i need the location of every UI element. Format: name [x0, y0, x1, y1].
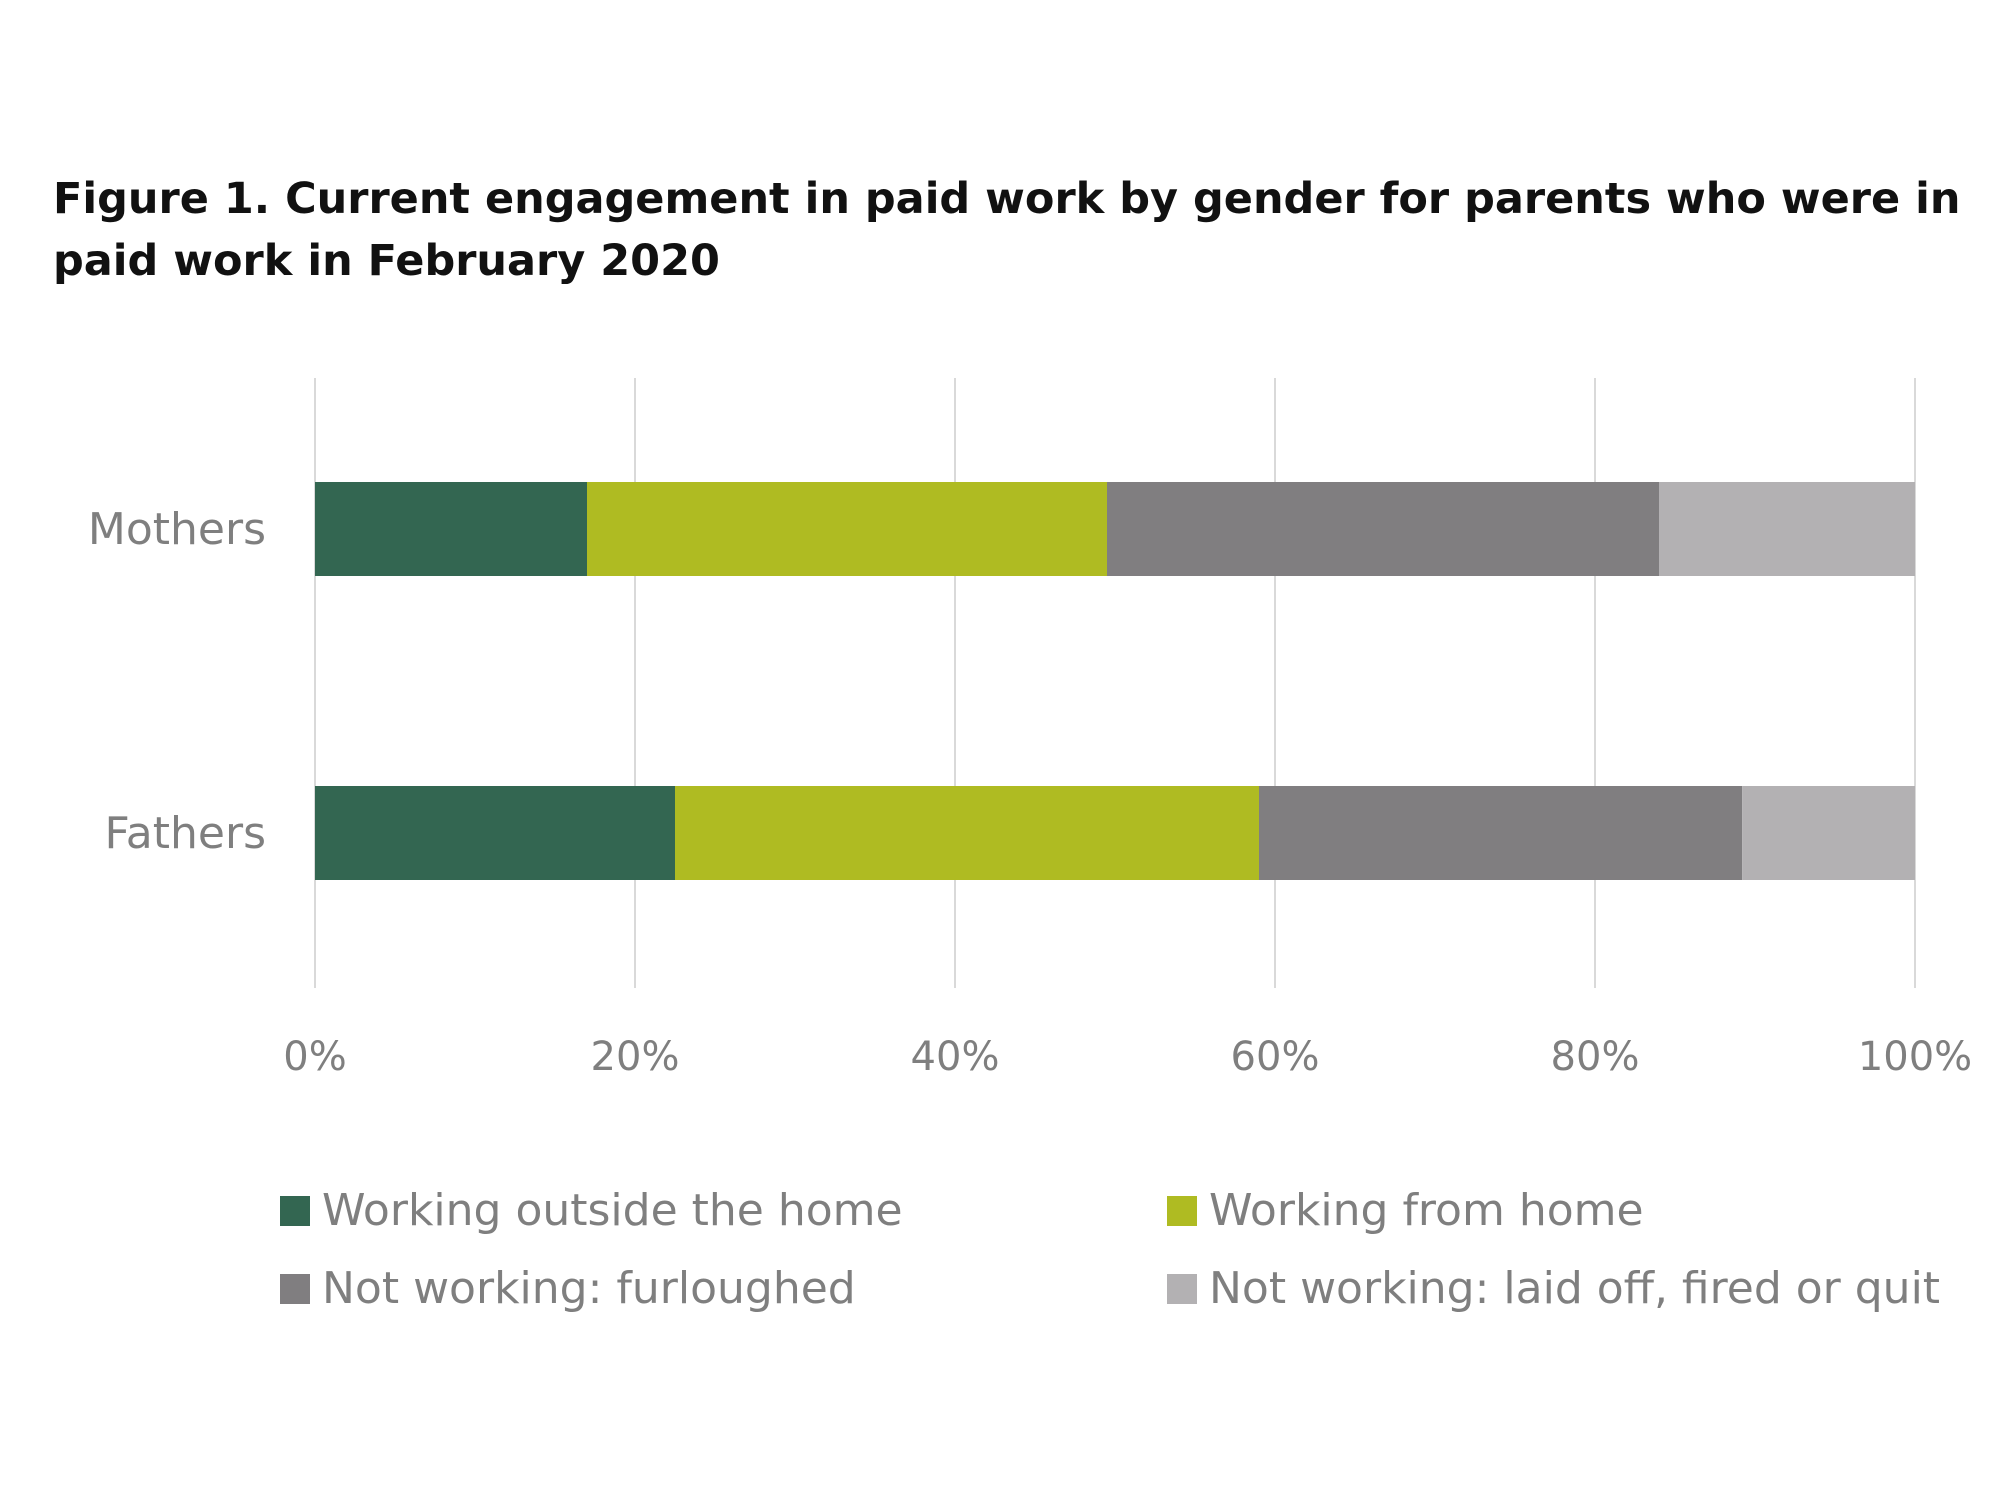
chart-title: Figure 1. Current engagement in paid wor…: [53, 174, 1961, 286]
legend-label: Not working: laid off, fired or quit: [1209, 1263, 1940, 1314]
category-label: Fathers: [105, 808, 266, 859]
legend-swatch: [280, 1196, 310, 1226]
x-tick-label: 60%: [1231, 1034, 1320, 1080]
bar-segment: [1259, 786, 1743, 880]
category-label: Mothers: [88, 504, 266, 555]
legend-label: Working outside the home: [322, 1185, 903, 1236]
x-tick-label: 100%: [1858, 1034, 1972, 1080]
legend-swatch: [1167, 1274, 1197, 1304]
legend-label: Working from home: [1209, 1185, 1644, 1236]
bar-segment: [1742, 786, 1915, 880]
legend-swatch: [280, 1274, 310, 1304]
x-tick-label: 80%: [1551, 1034, 1640, 1080]
bar-segment: [587, 482, 1107, 576]
x-tick-label: 40%: [911, 1034, 1000, 1080]
bar-segment: [315, 482, 587, 576]
legend-swatch: [1167, 1196, 1197, 1226]
bar-segment: [315, 786, 675, 880]
bar-segment: [1107, 482, 1659, 576]
legend-label: Not working: furloughed: [322, 1263, 856, 1314]
bar-segment: [675, 786, 1259, 880]
bar-segment: [1659, 482, 1915, 576]
x-tick-label: 0%: [283, 1034, 346, 1080]
x-tick-label: 20%: [591, 1034, 680, 1080]
